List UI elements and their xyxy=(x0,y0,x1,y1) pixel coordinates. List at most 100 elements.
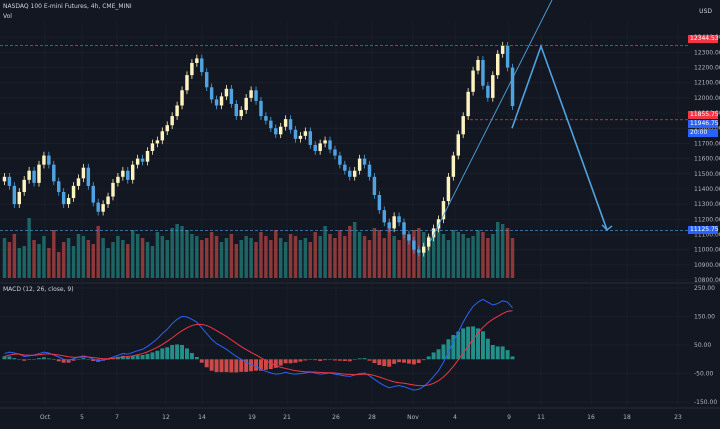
volume-bar xyxy=(42,236,46,278)
candle-body xyxy=(61,191,66,205)
macd-histogram-bar xyxy=(76,359,81,360)
candle-body xyxy=(56,181,61,192)
macd-histogram-bar xyxy=(461,328,466,360)
macd-histogram-bar xyxy=(145,353,150,360)
candle-body xyxy=(333,149,337,156)
macd-histogram-bar xyxy=(56,359,61,362)
macd-histogram-bar xyxy=(229,359,234,373)
signal-line xyxy=(4,310,513,387)
volume-bar xyxy=(229,234,234,278)
candle-body xyxy=(219,96,224,106)
macd-histogram-bar xyxy=(367,359,372,361)
macd-histogram-bar xyxy=(170,345,175,360)
trendline xyxy=(429,0,553,243)
volume-bar xyxy=(387,226,391,278)
volume-bar xyxy=(481,232,485,278)
candle-body xyxy=(126,170,130,180)
macd-histogram-bar xyxy=(318,359,323,361)
x-tick-label: 12 xyxy=(162,414,170,421)
macd-histogram-bar xyxy=(505,350,510,360)
macd-histogram-bar xyxy=(426,356,431,360)
x-tick-label: 16 xyxy=(587,414,595,421)
candle-body xyxy=(145,151,150,162)
candle-body xyxy=(491,75,495,98)
volume-bar xyxy=(426,236,431,278)
candle-body xyxy=(466,91,470,117)
price-badge-last: 11946.75 xyxy=(688,120,719,128)
macd-histogram-bar xyxy=(239,359,244,372)
volume-bar xyxy=(239,240,243,278)
volume-bar xyxy=(234,244,239,278)
x-tick-label: 4 xyxy=(453,414,457,421)
candle-body xyxy=(180,90,184,106)
macd-histogram-bar xyxy=(298,359,303,362)
macd-histogram-bar xyxy=(209,359,214,371)
macd-histogram-bar xyxy=(495,346,500,360)
candle-body xyxy=(86,167,91,186)
price-badge-high: 12344.53 xyxy=(688,35,719,43)
macd-histogram-bar xyxy=(278,359,283,366)
candle-body xyxy=(352,170,357,177)
macd-histogram-bar xyxy=(254,359,259,371)
candle-body xyxy=(32,170,36,183)
candle-body xyxy=(37,164,41,183)
y-tick-label: 11800.00 xyxy=(694,125,720,132)
volume-bar xyxy=(343,236,347,278)
macd-histogram-bar xyxy=(268,359,273,369)
candle-body xyxy=(195,58,199,63)
volume-bar xyxy=(323,226,327,278)
candle-body xyxy=(328,140,332,150)
candle-body xyxy=(476,59,480,71)
candle-body xyxy=(308,131,313,145)
y-tick-label: 10900.00 xyxy=(694,262,720,269)
candle-body xyxy=(111,182,115,197)
candle-body xyxy=(155,140,160,144)
macd-histogram-bar xyxy=(406,359,411,364)
candle-body xyxy=(244,97,248,111)
volume-bar xyxy=(471,236,475,278)
volume-bar xyxy=(402,232,406,278)
candle-body xyxy=(422,246,426,253)
volume-bar xyxy=(175,224,179,278)
volume-bar xyxy=(96,226,100,278)
macd-histogram-bar xyxy=(485,338,490,360)
macd-histogram-bar xyxy=(476,328,480,360)
macd-histogram-bar xyxy=(421,359,426,361)
volume-bar xyxy=(313,232,317,278)
x-tick-label: 21 xyxy=(283,414,291,421)
volume-bar xyxy=(377,230,382,278)
volume-bar xyxy=(7,242,12,278)
volume-bar xyxy=(259,232,263,278)
candle-body xyxy=(417,249,421,253)
candle-body xyxy=(27,170,31,180)
volume-bar xyxy=(47,248,51,278)
candle-body xyxy=(81,167,86,179)
candle-body xyxy=(2,176,7,182)
candle-body xyxy=(101,204,105,212)
candle-body xyxy=(7,176,12,186)
candle-body xyxy=(431,228,436,238)
macd-histogram-bar xyxy=(199,359,204,363)
macd-histogram-bar xyxy=(436,349,441,360)
candle-body xyxy=(96,202,100,212)
candle-body xyxy=(461,116,465,135)
candle-body xyxy=(116,176,120,183)
candle-body xyxy=(392,216,396,229)
candle-body xyxy=(22,179,26,192)
candle-body xyxy=(165,125,169,132)
y-tick-label: 11500.00 xyxy=(694,171,720,178)
macd-histogram-bar xyxy=(135,355,140,360)
macd-histogram-bar xyxy=(165,347,170,360)
y-tick-label: 12300.00 xyxy=(694,49,720,56)
candle-body xyxy=(397,216,401,223)
volume-bar xyxy=(382,238,387,278)
macd-y-tick-label: 150.00 xyxy=(694,313,715,320)
macd-histogram-bar xyxy=(22,359,27,361)
x-tick-label: Oct xyxy=(40,414,51,421)
volume-bar xyxy=(214,236,219,278)
currency-label: USD xyxy=(699,8,712,15)
candle-body xyxy=(71,185,76,199)
volume-bar xyxy=(293,236,298,278)
